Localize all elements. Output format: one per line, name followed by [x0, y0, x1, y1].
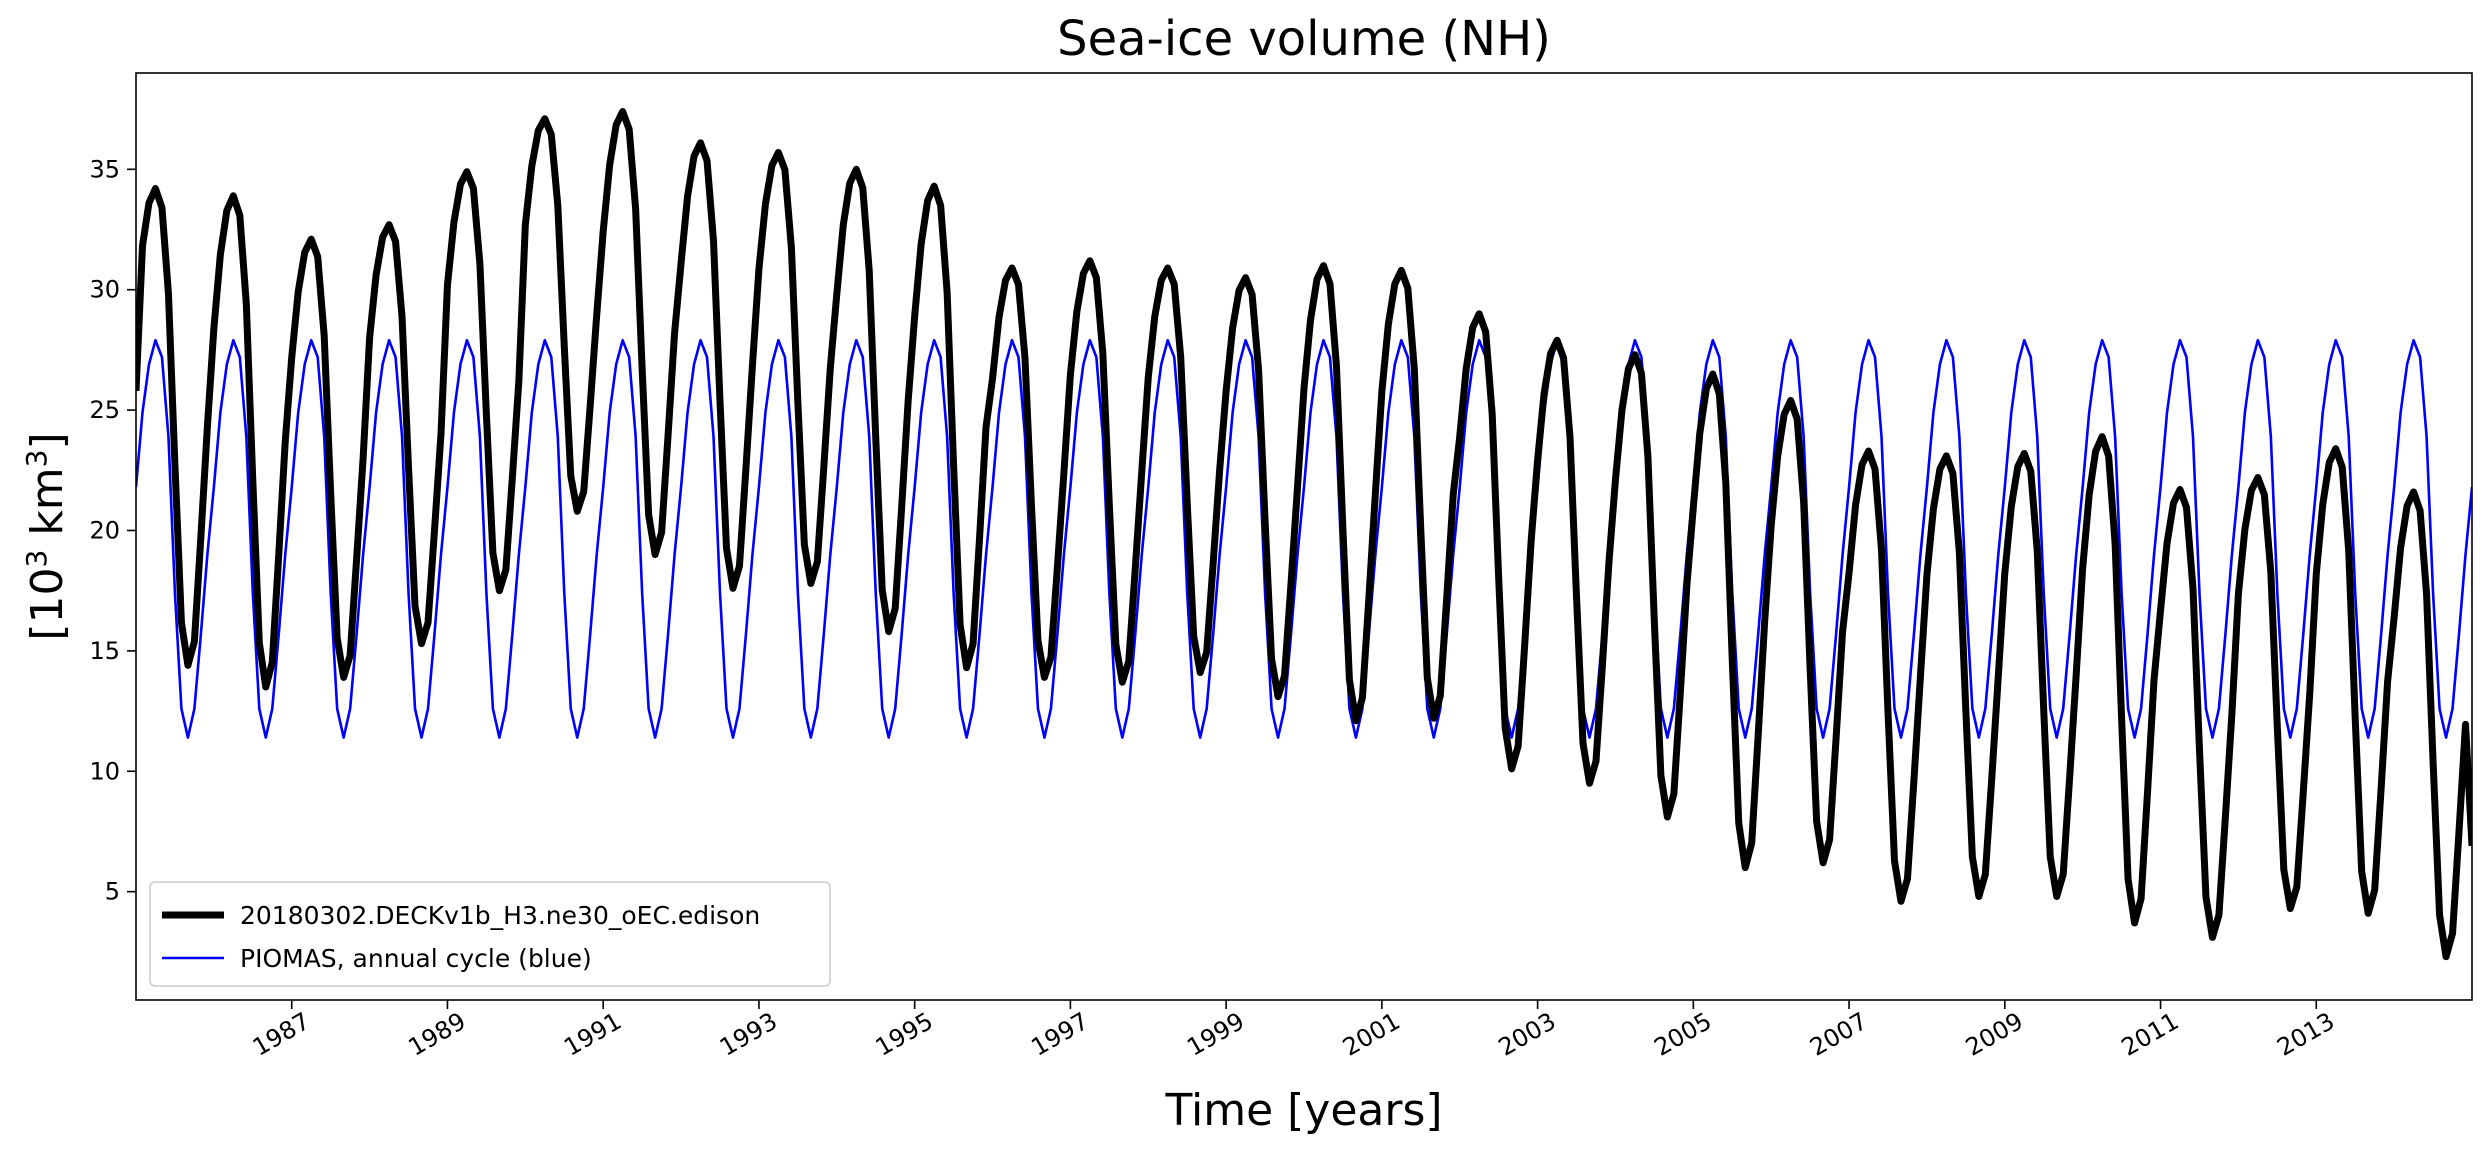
x-tick-label: 2007	[1805, 1007, 1872, 1062]
x-tick-label: 2005	[1649, 1007, 1716, 1062]
x-axis-label: Time [years]	[1164, 1085, 1442, 1136]
x-axis-ticks: 1987 1989 1991 1993 1995 1997 1999 2001 2003 2005…	[248, 1000, 2339, 1062]
plot-frame	[135, 72, 2473, 1001]
x-tick-label: 2009	[1961, 1007, 2028, 1062]
y-axis-ticks: 5 10 15 20 25 30 35	[89, 155, 136, 906]
y-tick-label: 15	[89, 637, 120, 665]
y-axis-label: [103 km3]	[20, 432, 73, 640]
y-axis-label-exponent-2: 3	[20, 450, 53, 468]
legend: 20180302.DECKv1b_H3.ne30_oEC.edison PIOM…	[149, 881, 831, 987]
x-tick-label: 2001	[1338, 1007, 1405, 1062]
y-tick-label: 35	[89, 155, 120, 183]
x-tick-label: 1995	[871, 1007, 938, 1062]
y-axis-label-middle: km	[22, 467, 73, 549]
y-tick-label: 25	[89, 396, 120, 424]
x-tick-label: 1997	[1027, 1007, 1094, 1062]
legend-label-model: 20180302.DECKv1b_H3.ne30_oEC.edison	[240, 901, 760, 930]
y-tick-label: 5	[105, 878, 120, 906]
x-tick-label: 1987	[248, 1007, 315, 1062]
series-line-piomas	[136, 338, 2472, 739]
x-tick-label: 1993	[715, 1007, 782, 1062]
x-tick-label: 2011	[2117, 1007, 2184, 1062]
y-tick-label: 10	[89, 757, 120, 785]
legend-label-piomas: PIOMAS, annual cycle (blue)	[240, 944, 592, 973]
x-tick-label: 1999	[1182, 1007, 1249, 1062]
x-tick-label: 1991	[559, 1007, 626, 1062]
y-axis-label-end: ]	[22, 432, 73, 449]
y-tick-label: 30	[89, 276, 120, 304]
x-tick-label: 1989	[404, 1007, 471, 1062]
x-tick-label: 2013	[2272, 1007, 2339, 1062]
plot-area	[136, 108, 2472, 961]
y-axis-label-base: [10	[22, 568, 73, 641]
legend-box	[149, 881, 831, 987]
series-line-model	[136, 108, 2472, 961]
chart-title: Sea-ice volume (NH)	[1057, 11, 1551, 67]
y-tick-label: 20	[89, 516, 120, 544]
y-axis-label-exponent-1: 3	[20, 550, 53, 568]
x-tick-label: 2003	[1494, 1007, 1561, 1062]
